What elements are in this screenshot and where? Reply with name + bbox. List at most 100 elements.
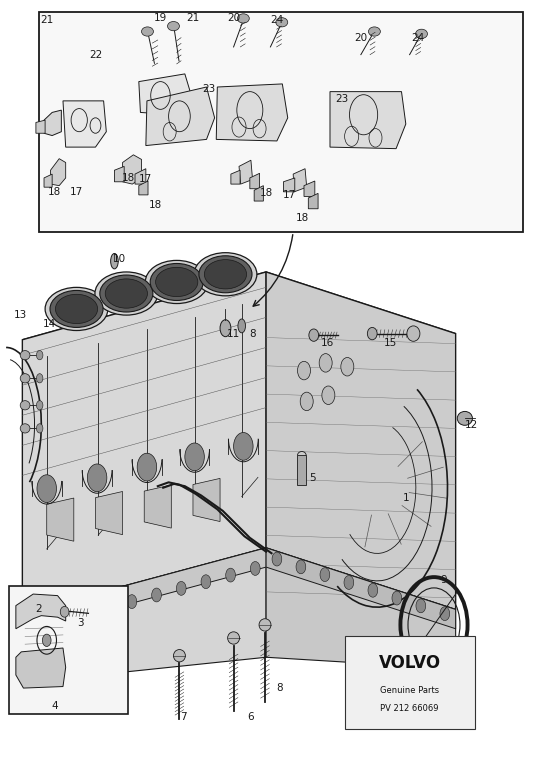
Polygon shape: [216, 84, 288, 141]
Text: 22: 22: [89, 49, 102, 59]
Circle shape: [250, 561, 260, 575]
Polygon shape: [36, 120, 45, 134]
Text: 17: 17: [70, 187, 83, 197]
Polygon shape: [22, 272, 266, 613]
Circle shape: [296, 560, 306, 574]
Circle shape: [53, 615, 63, 628]
Polygon shape: [44, 110, 61, 136]
Circle shape: [176, 581, 186, 595]
Bar: [9, 587, 128, 713]
Circle shape: [272, 552, 282, 566]
Text: 11: 11: [227, 330, 240, 340]
Text: 8: 8: [276, 683, 282, 693]
Polygon shape: [47, 498, 74, 541]
Polygon shape: [330, 92, 406, 149]
Polygon shape: [304, 181, 315, 196]
Polygon shape: [250, 173, 260, 188]
Text: 21: 21: [186, 12, 200, 22]
Circle shape: [185, 443, 204, 471]
Text: 15: 15: [384, 338, 397, 348]
Polygon shape: [266, 548, 456, 669]
Text: 6: 6: [248, 713, 254, 723]
Ellipse shape: [20, 374, 30, 383]
Circle shape: [341, 357, 354, 376]
Circle shape: [298, 361, 311, 380]
Polygon shape: [266, 548, 456, 628]
Text: PV 212 66069: PV 212 66069: [380, 704, 439, 713]
Polygon shape: [193, 479, 220, 522]
Ellipse shape: [60, 606, 69, 617]
Text: VOLVO: VOLVO: [378, 655, 441, 672]
Circle shape: [440, 607, 450, 621]
Text: 3: 3: [78, 618, 84, 628]
Circle shape: [392, 591, 402, 605]
Text: 12: 12: [465, 419, 478, 429]
Ellipse shape: [55, 294, 98, 323]
Text: 8: 8: [249, 330, 256, 340]
Ellipse shape: [111, 253, 118, 269]
Bar: [345, 636, 475, 729]
Polygon shape: [135, 169, 146, 184]
Ellipse shape: [415, 29, 427, 39]
Text: 1: 1: [402, 493, 409, 503]
Ellipse shape: [220, 320, 231, 337]
Circle shape: [42, 634, 51, 646]
Circle shape: [36, 401, 43, 410]
Polygon shape: [139, 181, 148, 195]
Circle shape: [36, 424, 43, 433]
Ellipse shape: [194, 252, 257, 296]
Ellipse shape: [150, 263, 203, 300]
Text: 24: 24: [270, 15, 283, 25]
Text: 4: 4: [52, 701, 58, 711]
Circle shape: [416, 599, 426, 613]
Polygon shape: [22, 548, 266, 682]
Ellipse shape: [238, 319, 245, 333]
Ellipse shape: [369, 27, 380, 36]
Bar: [298, 455, 306, 485]
Text: 23: 23: [335, 94, 349, 104]
Ellipse shape: [50, 290, 103, 327]
Circle shape: [102, 601, 112, 615]
Text: 7: 7: [180, 713, 187, 723]
Polygon shape: [231, 171, 240, 184]
Polygon shape: [96, 492, 123, 535]
Text: 18: 18: [121, 173, 135, 183]
Circle shape: [368, 584, 378, 598]
Ellipse shape: [173, 649, 185, 662]
Ellipse shape: [457, 411, 472, 425]
Ellipse shape: [142, 27, 154, 36]
Text: 23: 23: [203, 84, 216, 94]
Circle shape: [28, 621, 38, 635]
Polygon shape: [144, 485, 171, 528]
Polygon shape: [115, 167, 124, 181]
Polygon shape: [22, 272, 456, 395]
Polygon shape: [123, 155, 142, 184]
Ellipse shape: [95, 272, 158, 315]
Circle shape: [78, 608, 87, 621]
Polygon shape: [239, 161, 252, 184]
Text: 16: 16: [321, 338, 334, 348]
Ellipse shape: [156, 267, 198, 296]
Polygon shape: [283, 178, 295, 191]
Circle shape: [319, 354, 332, 372]
Ellipse shape: [237, 14, 249, 23]
Text: 17: 17: [283, 190, 296, 200]
Circle shape: [151, 588, 161, 602]
Text: 14: 14: [43, 320, 56, 330]
Ellipse shape: [167, 22, 179, 31]
Polygon shape: [16, 594, 66, 628]
Ellipse shape: [407, 326, 420, 341]
Circle shape: [300, 392, 313, 411]
Polygon shape: [308, 193, 318, 208]
Text: 21: 21: [40, 15, 53, 25]
Polygon shape: [293, 169, 307, 191]
Circle shape: [127, 594, 137, 608]
Text: 18: 18: [148, 200, 162, 210]
Text: 24: 24: [411, 32, 425, 42]
Text: 9: 9: [440, 575, 446, 585]
Ellipse shape: [228, 631, 239, 644]
Text: 20: 20: [227, 12, 240, 22]
Text: 17: 17: [139, 174, 153, 185]
Circle shape: [37, 475, 56, 503]
Text: 10: 10: [113, 254, 127, 264]
